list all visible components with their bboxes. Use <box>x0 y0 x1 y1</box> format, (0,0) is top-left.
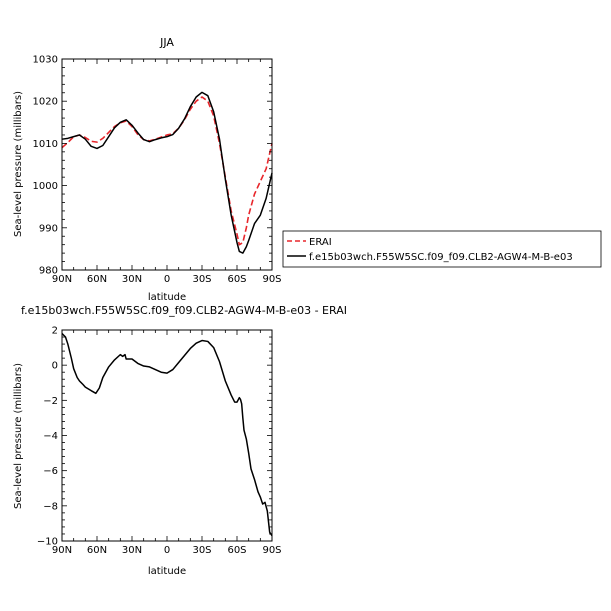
top-x-tick-label: 0 <box>164 274 170 285</box>
bottom-y-tick-label: −10 <box>37 537 58 548</box>
top-x-tick-label: 30S <box>192 274 211 285</box>
top-x-tick-label: 60N <box>87 274 107 285</box>
legend-box <box>282 230 602 268</box>
bottom-x-axis-label: latitude <box>148 566 186 577</box>
top-series-line-0 <box>61 96 273 246</box>
bottom-x-tick-label: 30N <box>122 545 142 556</box>
top-chart-title: JJA <box>159 36 174 49</box>
bottom-chart-title: f.e15b03wch.F55W5SC.f09_f09.CLB2-AGW4-M-… <box>21 304 347 317</box>
bottom-x-tick-label: 60N <box>87 545 107 556</box>
bottom-axes: 90N 60N 30N 0 30S 60S 90S −10 −8 −6 −4 −2 0 2 <box>37 326 282 557</box>
bottom-x-tick-label: 90N <box>52 545 72 556</box>
bottom-x-tick-label: 30S <box>192 545 211 556</box>
bottom-x-tick-label: 0 <box>164 545 170 556</box>
bottom-plot-frame <box>61 329 273 542</box>
legend: ERAI f.e15b03wch.F55W5SC.f09_f09.CLB2-AG… <box>282 230 602 268</box>
bottom-y-tick-label: 2 <box>52 326 58 337</box>
bottom-plot-area <box>61 332 273 537</box>
bottom-panel: f.e15b03wch.F55W5SC.f09_f09.CLB2-AGW4-M-… <box>13 304 347 577</box>
bottom-y-tick-label: −4 <box>43 431 58 442</box>
top-x-tick-label: 60S <box>227 274 246 285</box>
legend-label-erai: ERAI <box>309 237 332 248</box>
top-plot-frame <box>61 58 273 271</box>
bottom-series-line-0 <box>61 332 273 537</box>
bottom-x-tick-label: 60S <box>227 545 246 556</box>
top-y-tick-label: 1020 <box>33 97 58 108</box>
top-axes: 90N 60N 30N 0 30S 60S 90S 980 990 1000 1010 1020 103… <box>33 55 282 286</box>
top-x-tick-label: 90S <box>262 274 281 285</box>
top-y-tick-label: 1010 <box>33 139 58 150</box>
legend-label-model: f.e15b03wch.F55W5SC.f09_f09.CLB2-AGW4-M-… <box>309 252 573 263</box>
top-panel: JJA 90N 60N 30N 0 30S 60S 90S 980 990 1000 1010 102… <box>13 36 602 303</box>
top-plot-area <box>61 91 273 254</box>
top-y-tick-label: 1030 <box>33 55 58 66</box>
top-y-tick-label: 1000 <box>33 181 58 192</box>
bottom-y-tick-label: −2 <box>43 396 58 407</box>
bottom-y-tick-label: −6 <box>43 466 58 477</box>
top-y-axis-label: Sea-level pressure (millibars) <box>13 91 24 237</box>
bottom-x-tick-label: 90S <box>262 545 281 556</box>
bottom-y-tick-label: −8 <box>43 501 58 512</box>
top-y-tick-label: 990 <box>39 223 58 234</box>
top-x-tick-label: 90N <box>52 274 72 285</box>
top-x-tick-label: 30N <box>122 274 142 285</box>
top-x-axis-label: latitude <box>148 292 186 303</box>
bottom-y-axis-label: Sea-level pressure (millibars) <box>13 363 24 509</box>
top-series-line-1 <box>61 91 273 254</box>
bottom-y-tick-label: 0 <box>52 361 58 372</box>
top-y-tick-label: 980 <box>39 266 58 277</box>
